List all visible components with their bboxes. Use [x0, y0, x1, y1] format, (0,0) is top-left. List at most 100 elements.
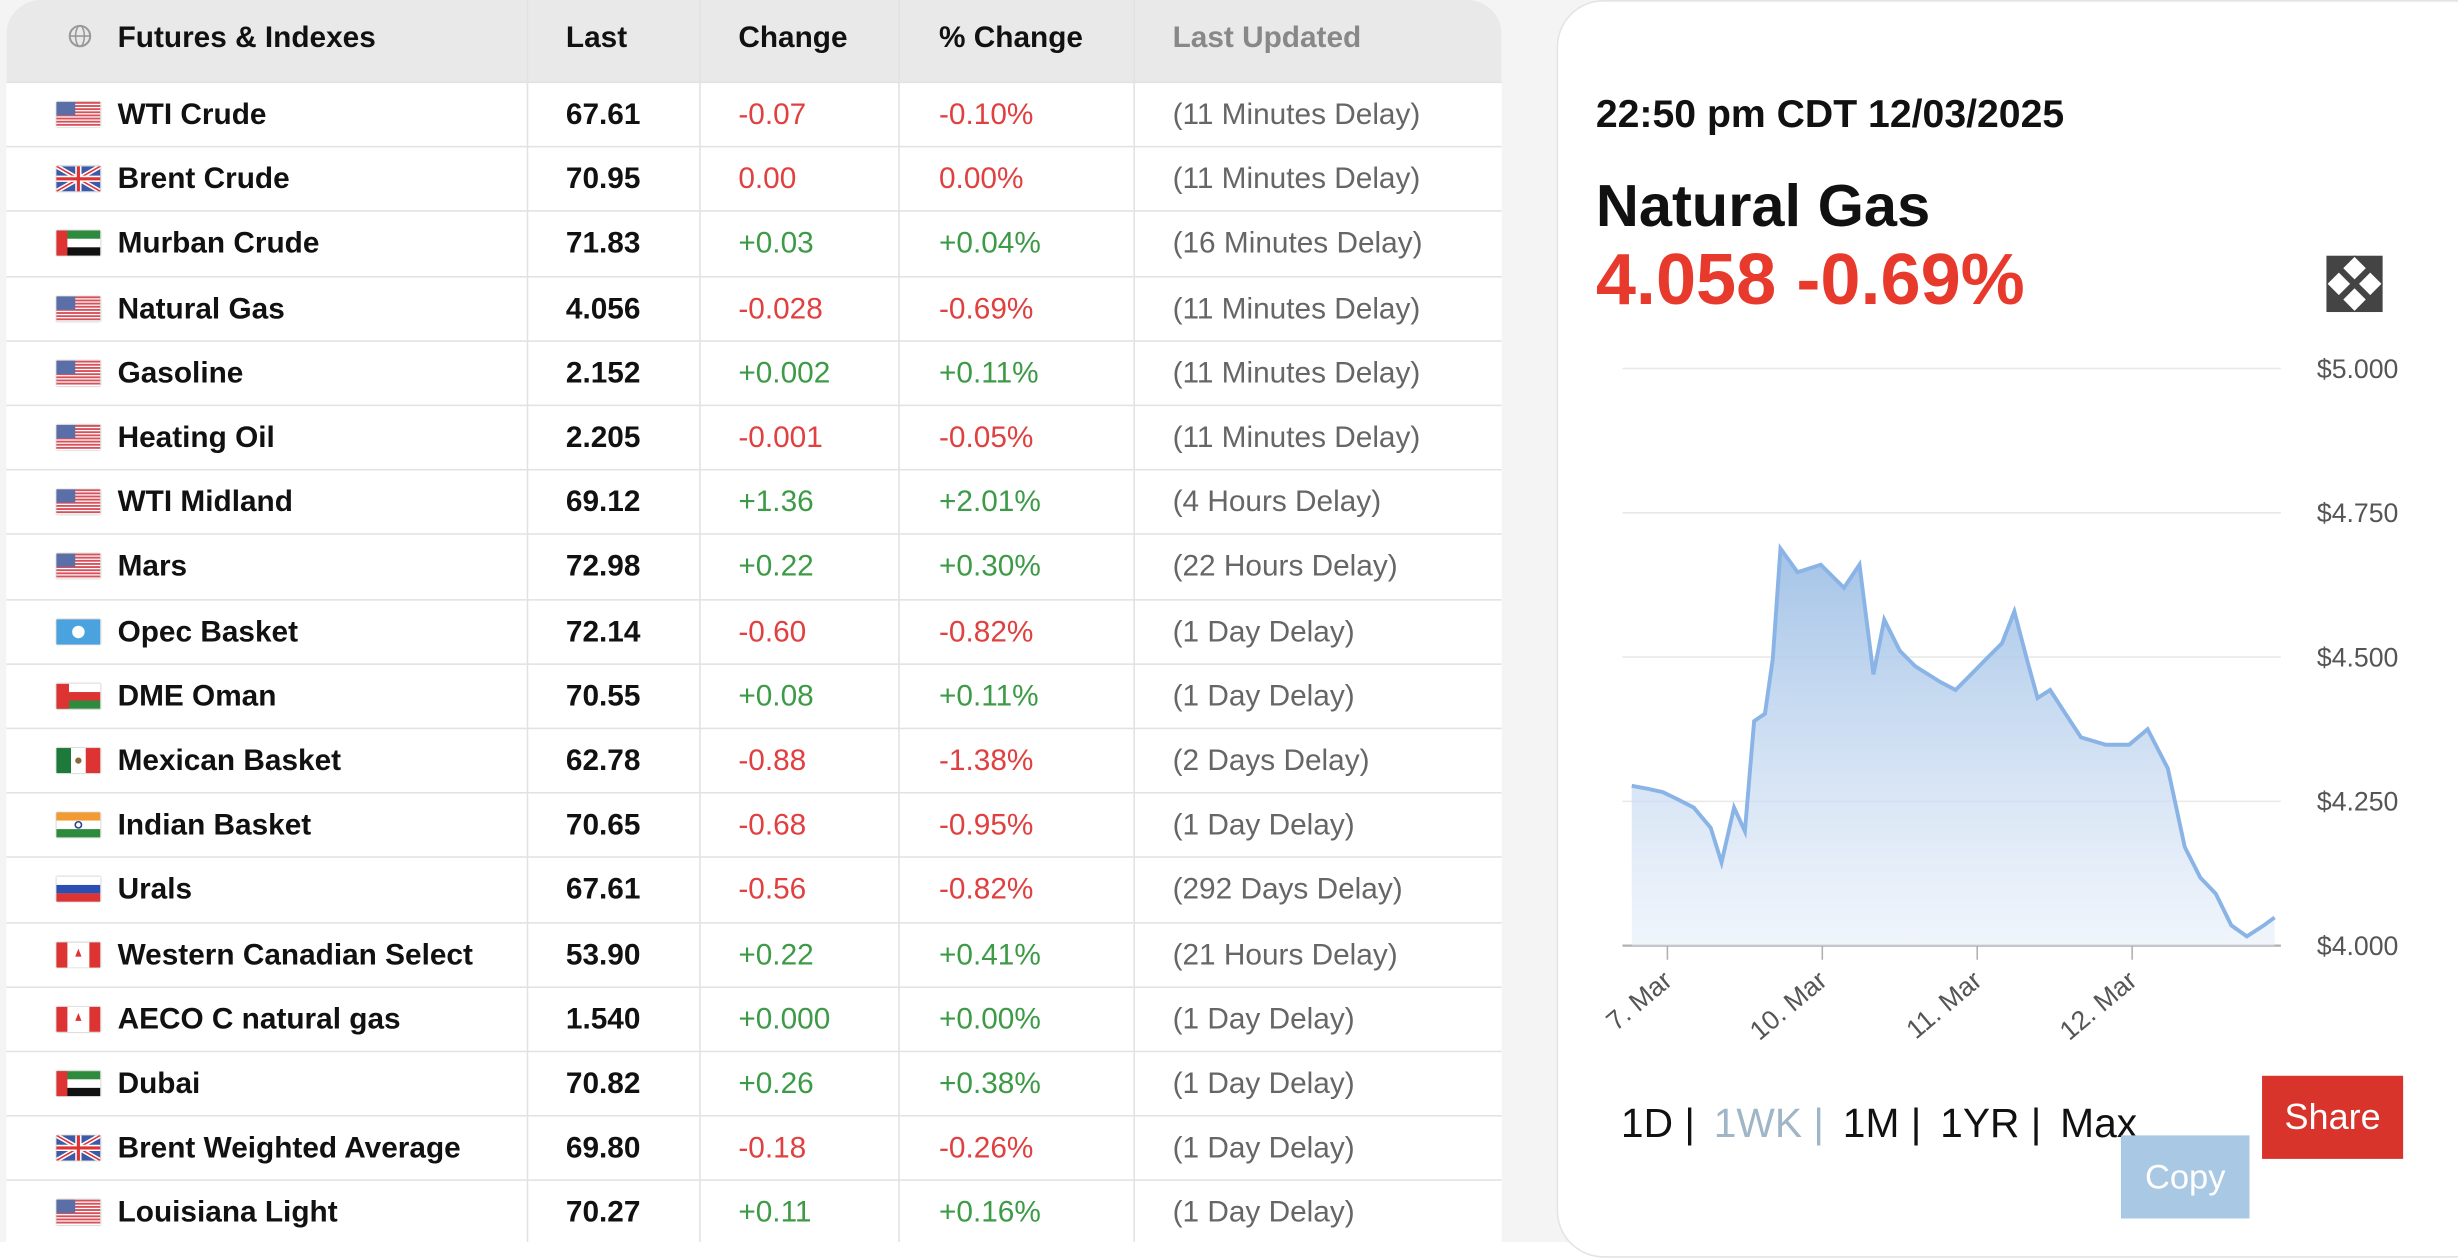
last: 67.61	[565, 874, 641, 908]
flag-icon	[56, 489, 101, 515]
percent-change: -0.10%	[938, 98, 1034, 132]
name: Opec Basket	[117, 615, 299, 649]
last: 70.55	[565, 680, 641, 714]
row-divider	[6, 663, 1502, 665]
last-updated: (2 Days Delay)	[1172, 744, 1370, 778]
name: Brent Weighted Average	[117, 1132, 461, 1166]
percent-change: +0.38%	[938, 1067, 1041, 1101]
row-divider	[6, 275, 1502, 277]
x-tick-label: 12. Mar	[2054, 965, 2143, 1046]
column-header: Last	[565, 21, 628, 55]
flag-icon	[56, 1071, 101, 1097]
change: +0.11	[738, 1197, 812, 1231]
percent-change: +0.11%	[938, 680, 1039, 714]
change: -0.56	[738, 874, 807, 908]
last: 70.65	[565, 809, 641, 843]
last-updated: (11 Minutes Delay)	[1172, 357, 1421, 391]
flag-icon	[56, 748, 101, 774]
column-divider	[526, 0, 529, 1243]
range-option[interactable]: 1YR |	[1940, 1099, 2042, 1147]
row-divider	[6, 921, 1502, 924]
row-divider	[6, 1179, 1502, 1182]
flag-icon	[56, 101, 101, 128]
percent-change: -0.69%	[938, 292, 1034, 326]
last: 69.80	[565, 1132, 641, 1166]
flag-icon	[56, 941, 101, 967]
instrument-name: Natural Gas	[1595, 174, 1931, 240]
y-tick-label: $4.500	[2317, 642, 2398, 672]
name: Western Canadian Select	[117, 938, 473, 972]
flag-icon	[55, 1133, 102, 1163]
globe-icon	[68, 24, 92, 48]
column-divider	[1133, 0, 1135, 1243]
name: Heating Oil	[117, 421, 275, 455]
share-button[interactable]: Share	[2262, 1075, 2404, 1159]
column-divider	[898, 0, 900, 1243]
flag-icon	[56, 877, 101, 903]
percent-change: +2.01%	[938, 486, 1041, 520]
range-option[interactable]: 1M |	[1842, 1099, 1922, 1147]
last: 70.27	[565, 1197, 641, 1231]
last: 72.14	[565, 615, 641, 649]
last-updated: (1 Day Delay)	[1172, 1197, 1355, 1231]
percent-change: -0.05%	[938, 421, 1034, 455]
column-divider	[699, 0, 701, 1243]
percent-change: +0.41%	[938, 938, 1041, 972]
row-divider	[6, 1115, 1502, 1117]
change: -0.028	[738, 292, 823, 326]
copy-button[interactable]: Copy	[2120, 1135, 2250, 1219]
y-tick-label: $4.250	[2317, 787, 2398, 817]
futures-table: Futures & Indexes Last Change % Change Last …	[6, 0, 1502, 1243]
last-updated: (4 Hours Delay)	[1172, 486, 1382, 520]
percent-change: 0.00%	[938, 163, 1024, 197]
last-updated: (1 Day Delay)	[1172, 1067, 1355, 1101]
last-updated: (22 Hours Delay)	[1172, 551, 1398, 584]
percent-change: -0.26%	[938, 1132, 1034, 1166]
flag-icon	[56, 683, 101, 709]
change: -0.001	[738, 421, 823, 455]
row-divider	[6, 339, 1502, 342]
name: DME Oman	[117, 680, 277, 714]
last-updated: (1 Day Delay)	[1172, 1132, 1355, 1166]
flag-icon	[56, 1006, 101, 1032]
change: +0.03	[738, 228, 814, 261]
name: Natural Gas	[117, 292, 285, 326]
timestamp: 22:50 pm CDT 12/03/2025	[1595, 92, 2065, 137]
name: Urals	[117, 874, 193, 908]
last: 1.540	[565, 1003, 641, 1037]
name: Indian Basket	[117, 809, 312, 843]
row-divider	[6, 856, 1502, 859]
range-option[interactable]: 1WK |	[1713, 1099, 1824, 1147]
last-updated: (11 Minutes Delay)	[1172, 292, 1421, 326]
last: 67.61	[565, 98, 641, 132]
flag-icon	[55, 164, 102, 194]
percent-change: -0.82%	[938, 615, 1034, 649]
area-fill	[1631, 548, 2275, 946]
row-divider	[6, 404, 1502, 407]
row-divider	[6, 469, 1502, 471]
row-divider	[6, 210, 1502, 213]
percent-change: +0.00%	[938, 1003, 1041, 1037]
y-tick-label: $4.000	[2317, 931, 2398, 961]
name: WTI Crude	[117, 98, 267, 132]
price-change: -0.69%	[1796, 238, 2025, 320]
change: +0.08	[738, 680, 814, 714]
x-tick-label: 11. Mar	[1900, 965, 1987, 1045]
last-updated: (11 Minutes Delay)	[1172, 98, 1421, 132]
expand-icon[interactable]	[2326, 255, 2383, 313]
percent-change: +0.16%	[938, 1197, 1041, 1231]
flag-icon	[56, 554, 101, 580]
price-line: 4.058 -0.69%	[1596, 237, 2025, 322]
name: Louisiana Light	[117, 1197, 338, 1231]
last: 69.12	[565, 486, 641, 520]
percent-change: +0.30%	[938, 551, 1041, 584]
range-option[interactable]: 1D |	[1620, 1099, 1695, 1147]
last: 53.90	[565, 938, 641, 972]
row-divider	[6, 598, 1502, 600]
change: 0.00	[738, 163, 797, 197]
last: 72.98	[565, 551, 641, 584]
percent-change: -0.95%	[938, 809, 1034, 843]
change: +0.26	[738, 1067, 814, 1101]
